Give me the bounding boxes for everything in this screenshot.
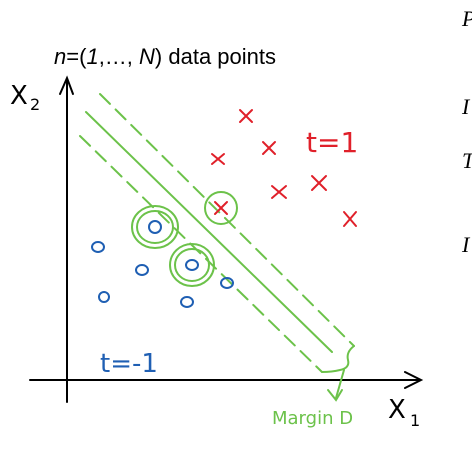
edge-glyph: P bbox=[462, 6, 472, 32]
negative-point bbox=[185, 259, 199, 271]
positive-class-label: t=1 bbox=[306, 126, 358, 159]
svm-boundaries bbox=[79, 93, 355, 402]
positive-point bbox=[262, 141, 276, 155]
upper-margin-line bbox=[99, 93, 355, 347]
negative-class-label: t=-1 bbox=[100, 349, 158, 379]
support-ring-negative-1-outer bbox=[131, 205, 179, 249]
positive-point bbox=[239, 109, 253, 123]
positive-point bbox=[211, 153, 225, 165]
y-axis-label: X bbox=[10, 81, 28, 111]
negative-point bbox=[180, 296, 194, 308]
margin-arrowhead bbox=[327, 389, 343, 402]
lower-margin-line bbox=[79, 135, 323, 373]
support-ring-positive bbox=[204, 191, 238, 225]
margin-brace bbox=[321, 345, 355, 373]
edge-glyph: I bbox=[462, 232, 470, 257]
decision-boundary bbox=[85, 111, 333, 353]
negative-point bbox=[91, 241, 105, 253]
support-ring-negative-2 bbox=[174, 248, 210, 282]
margin-arrow bbox=[335, 369, 345, 399]
edge-glyph: T bbox=[462, 148, 472, 174]
x-axis-label: X bbox=[388, 395, 406, 425]
positive-points bbox=[211, 109, 357, 227]
axes bbox=[29, 75, 424, 403]
y-axis-subscript: 2 bbox=[30, 95, 40, 114]
support-vector-rings bbox=[131, 191, 238, 287]
support-ring-negative-1 bbox=[136, 210, 174, 244]
margin-label: Margin D bbox=[272, 408, 353, 429]
negative-point bbox=[135, 264, 149, 276]
negative-point bbox=[148, 220, 162, 234]
positive-point bbox=[271, 185, 287, 199]
x-axis-arrowhead bbox=[404, 371, 424, 389]
positive-point bbox=[214, 201, 228, 215]
y-axis-arrowhead bbox=[59, 75, 74, 95]
negative-point bbox=[98, 291, 110, 303]
support-ring-negative-2-outer bbox=[169, 243, 215, 287]
negative-points bbox=[91, 220, 234, 308]
positive-point bbox=[343, 211, 357, 227]
positive-point bbox=[311, 175, 327, 191]
x-axis-subscript: 1 bbox=[410, 411, 420, 430]
edge-glyph: I bbox=[462, 94, 470, 119]
diagram-title: n=(1,…, N) data points bbox=[54, 44, 276, 69]
negative-point bbox=[220, 277, 234, 289]
